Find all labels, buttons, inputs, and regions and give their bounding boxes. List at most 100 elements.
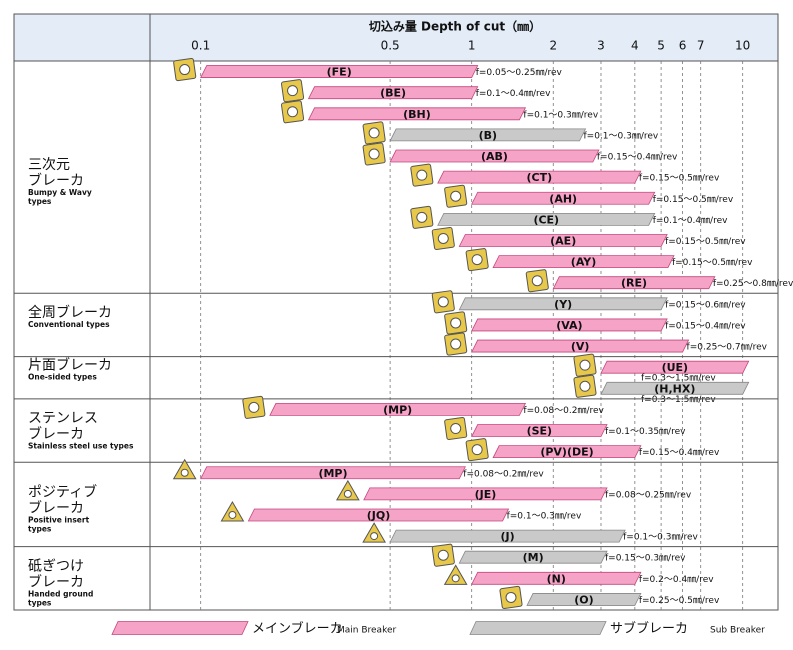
bar-label: (J) bbox=[501, 530, 515, 543]
range-bar bbox=[200, 65, 479, 78]
legend-name: メインブレーカ bbox=[252, 621, 343, 637]
x-tick-label: 10 bbox=[735, 39, 750, 53]
feed-label: f=0.1～0.35㎜/rev bbox=[605, 427, 686, 437]
range-bar bbox=[469, 621, 607, 635]
range-bar bbox=[458, 550, 608, 564]
range-bar bbox=[526, 593, 642, 606]
insert-hole bbox=[368, 127, 380, 139]
insert-hole bbox=[437, 296, 449, 308]
group-name: ブレーカ bbox=[28, 172, 84, 189]
bar-label: (CT) bbox=[527, 171, 553, 184]
group-subtitle: Positive insert bbox=[28, 515, 90, 524]
feed-label: f=0.1～0.4㎜/rev bbox=[476, 89, 551, 99]
insert-hole bbox=[450, 423, 462, 435]
bar-label: (JQ) bbox=[367, 509, 391, 522]
feed-label: f=0.15～0.4㎜/rev bbox=[665, 321, 746, 331]
group-subtitle: types bbox=[28, 598, 52, 607]
range-bar bbox=[471, 318, 668, 332]
range-bar bbox=[363, 487, 608, 501]
range-bar bbox=[307, 86, 479, 100]
x-tick-label: 1 bbox=[468, 39, 476, 53]
bar-label: (RE) bbox=[621, 277, 647, 290]
range-bar bbox=[269, 403, 527, 416]
bar-label: (H,HX) bbox=[654, 382, 695, 395]
x-tick-label: 3 bbox=[597, 39, 605, 53]
feed-label: f=0.15～0.5㎜/rev bbox=[665, 237, 746, 247]
bar-label: (PV)(DE) bbox=[540, 446, 593, 459]
range-bar bbox=[200, 466, 466, 480]
insert-hole bbox=[505, 591, 517, 603]
x-tick-label: 2 bbox=[549, 39, 557, 53]
x-tick-label: 0.1 bbox=[191, 39, 210, 53]
insert-hole bbox=[579, 359, 591, 371]
insert-hole bbox=[179, 64, 191, 76]
feed-label: f=0.25～0.7㎜/rev bbox=[687, 343, 768, 353]
insert-hole bbox=[287, 106, 299, 118]
feed-label: f=0.15～0.5㎜/rev bbox=[653, 195, 734, 205]
insert-hole bbox=[450, 190, 462, 202]
feed-label: f=0.15～0.5㎜/rev bbox=[639, 174, 720, 184]
insert-hole bbox=[579, 380, 591, 392]
bar-label: (M) bbox=[523, 551, 544, 564]
group-name: ブレーカ bbox=[28, 426, 84, 443]
range-bar bbox=[600, 360, 750, 374]
feed-label: f=0.1～0.3㎜/rev bbox=[523, 110, 598, 120]
group-name: 三次元 bbox=[28, 157, 70, 173]
chart-title: 切込み量 Depth of cut（㎜） bbox=[369, 19, 541, 34]
range-bar bbox=[471, 424, 608, 437]
feed-label: f=0.15～0.4㎜/rev bbox=[639, 448, 720, 458]
x-tick-label: 4 bbox=[631, 39, 639, 53]
legend-note: Sub Breaker bbox=[710, 626, 765, 636]
range-bar bbox=[458, 234, 668, 247]
bar-label: (AB) bbox=[481, 150, 508, 163]
bar-label: (AY) bbox=[571, 256, 596, 269]
feed-label: f=0.1～0.3㎜/rev bbox=[584, 131, 659, 141]
feed-label: f=0.1～0.4㎜/rev bbox=[653, 216, 728, 226]
feed-label: f=0.1～0.3㎜/rev bbox=[507, 511, 582, 521]
bar-label: (FE) bbox=[327, 66, 352, 79]
range-bar bbox=[600, 381, 750, 395]
insert-hole bbox=[343, 489, 352, 498]
range-bar bbox=[471, 191, 656, 205]
bar-label: (BH) bbox=[403, 108, 431, 121]
group-name: ブレーカ bbox=[28, 573, 84, 590]
insert-hole bbox=[416, 211, 428, 223]
insert-hole bbox=[228, 510, 237, 519]
feed-label: f=0.08～0.25㎜/rev bbox=[605, 490, 692, 500]
bar-label: (UE) bbox=[662, 361, 689, 374]
group-name: 全周ブレーカ bbox=[28, 304, 112, 321]
feed-label: f=0.25～0.5㎜/rev bbox=[639, 596, 720, 606]
bar-label: (CE) bbox=[533, 213, 559, 226]
insert-hole bbox=[370, 532, 379, 541]
bar-label: (AH) bbox=[549, 192, 577, 205]
x-tick-label: 0.5 bbox=[381, 39, 400, 53]
group-subtitle: Handed ground bbox=[28, 589, 93, 598]
feed-label: f=0.15～0.4㎜/rev bbox=[597, 153, 678, 163]
range-bar bbox=[389, 149, 600, 163]
group-subtitle: types bbox=[28, 524, 52, 533]
insert-hole bbox=[531, 275, 543, 287]
feed-label: f=0.3～1.5㎜/rev bbox=[641, 374, 716, 384]
range-bar bbox=[437, 170, 642, 184]
header-band bbox=[14, 14, 778, 61]
range-bar bbox=[552, 276, 716, 290]
range-bar bbox=[437, 212, 656, 226]
group-subtitle: types bbox=[28, 197, 52, 206]
bar-label: (O) bbox=[574, 593, 593, 606]
feed-label: f=0.15～0.6㎜/rev bbox=[665, 300, 746, 310]
bar-label: (MP) bbox=[383, 403, 412, 416]
bar-label: (V) bbox=[571, 340, 590, 353]
range-bar bbox=[471, 339, 690, 353]
bar-label: (VA) bbox=[556, 319, 582, 332]
insert-hole bbox=[471, 254, 483, 266]
feed-label: f=0.3～1.5㎜/rev bbox=[641, 395, 716, 405]
range-bar bbox=[389, 128, 587, 142]
insert-hole bbox=[450, 338, 462, 350]
feed-label: f=0.15～0.3㎜/rev bbox=[605, 554, 686, 564]
feed-label: f=0.15～0.5㎜/rev bbox=[672, 258, 753, 268]
feed-label: f=0.08～0.2㎜/rev bbox=[463, 469, 544, 479]
bar-label: (BE) bbox=[380, 87, 406, 100]
range-bar bbox=[389, 529, 626, 543]
group-subtitle: Conventional types bbox=[28, 320, 110, 329]
